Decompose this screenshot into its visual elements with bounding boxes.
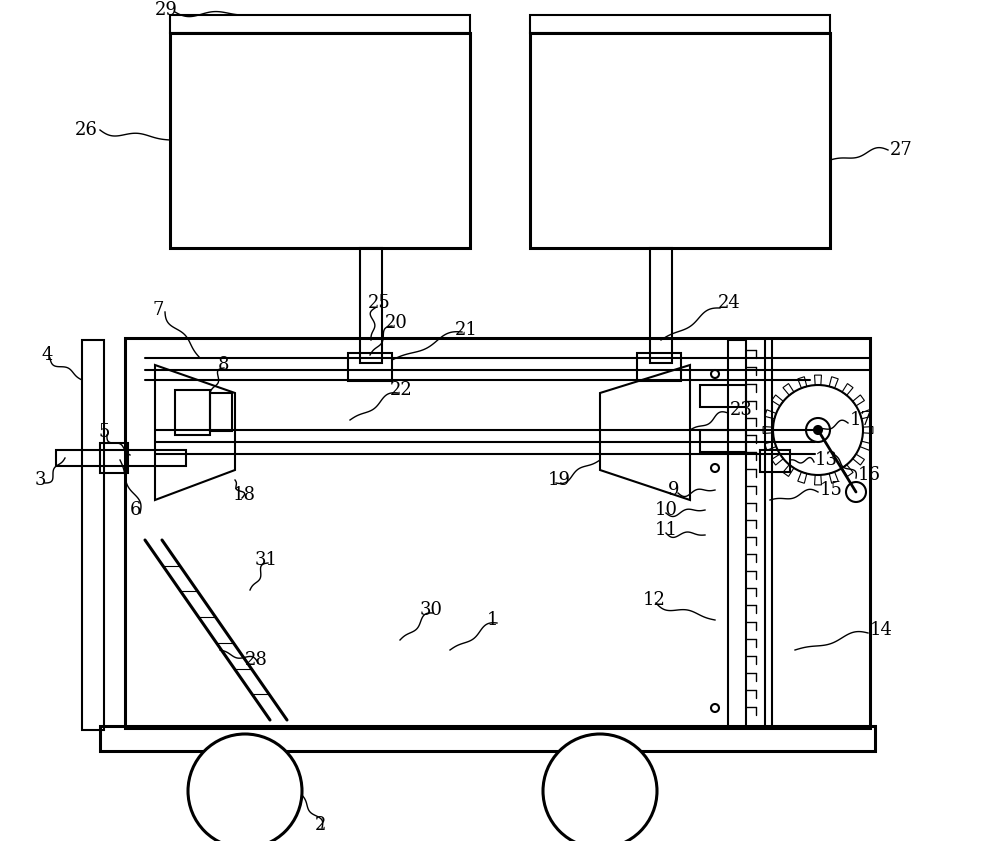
Bar xyxy=(530,15,830,33)
Text: 13: 13 xyxy=(815,451,838,469)
Text: 7: 7 xyxy=(153,301,164,319)
Text: 16: 16 xyxy=(858,466,881,484)
Text: 14: 14 xyxy=(870,621,893,639)
Bar xyxy=(170,33,470,248)
Text: 5: 5 xyxy=(98,423,109,441)
Bar xyxy=(700,385,746,407)
Bar xyxy=(637,353,681,381)
Text: 24: 24 xyxy=(718,294,741,312)
Text: 28: 28 xyxy=(245,651,268,669)
Text: 4: 4 xyxy=(42,346,53,364)
Text: 10: 10 xyxy=(655,501,678,519)
Text: 1: 1 xyxy=(487,611,498,629)
Bar xyxy=(348,353,392,381)
Text: 9: 9 xyxy=(668,481,680,499)
Text: 25: 25 xyxy=(368,294,391,312)
Text: 20: 20 xyxy=(385,314,408,332)
Text: 8: 8 xyxy=(218,356,230,374)
Bar xyxy=(175,390,210,435)
Text: 12: 12 xyxy=(643,591,666,609)
Text: 29: 29 xyxy=(155,1,178,19)
Text: 17: 17 xyxy=(850,411,873,429)
Bar xyxy=(700,430,746,452)
Bar xyxy=(760,450,790,472)
Bar xyxy=(210,393,232,431)
Bar xyxy=(82,340,104,730)
Bar xyxy=(100,726,875,751)
Text: 18: 18 xyxy=(233,486,256,504)
Text: 27: 27 xyxy=(890,141,913,159)
Text: 30: 30 xyxy=(420,601,443,619)
Text: 26: 26 xyxy=(75,121,98,139)
Text: 2: 2 xyxy=(315,816,326,834)
Bar xyxy=(360,248,382,363)
Bar xyxy=(56,450,186,466)
Text: 6: 6 xyxy=(130,501,142,519)
Bar xyxy=(100,443,128,473)
Bar xyxy=(728,340,746,728)
Text: 15: 15 xyxy=(820,481,843,499)
Circle shape xyxy=(846,482,866,502)
Bar xyxy=(125,338,870,728)
Text: 31: 31 xyxy=(255,551,278,569)
Text: 3: 3 xyxy=(35,471,46,489)
Bar xyxy=(650,248,672,363)
Bar xyxy=(170,15,470,33)
Text: 23: 23 xyxy=(730,401,753,419)
Text: 21: 21 xyxy=(455,321,478,339)
Circle shape xyxy=(543,734,657,841)
Text: 19: 19 xyxy=(548,471,571,489)
Circle shape xyxy=(814,426,822,434)
Text: 22: 22 xyxy=(390,381,413,399)
Bar xyxy=(530,33,830,248)
Circle shape xyxy=(188,734,302,841)
Text: 11: 11 xyxy=(655,521,678,539)
Circle shape xyxy=(773,385,863,475)
